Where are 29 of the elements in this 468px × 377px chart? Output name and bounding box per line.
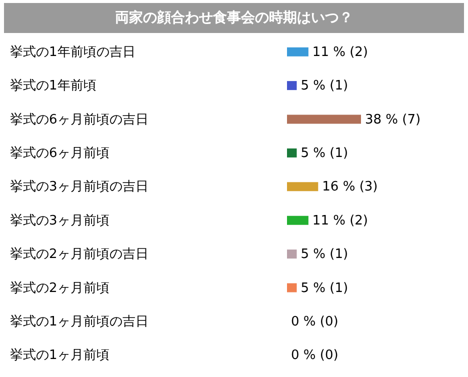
bar	[287, 81, 297, 90]
data-label: 38 % (7)	[365, 112, 421, 128]
data-label: 16 % (3)	[322, 180, 378, 195]
bar	[287, 250, 297, 259]
y-tick-label: 挙式の2ヶ月前頃の吉日	[10, 247, 148, 262]
bar	[287, 114, 361, 124]
data-label: 11 % (2)	[312, 213, 368, 228]
bar	[287, 182, 318, 192]
y-tick-label: 挙式の1年前頃	[10, 78, 96, 94]
y-tick-label: 挙式の1年前頃の吉日	[10, 44, 136, 60]
data-label: 5 % (1)	[300, 247, 348, 262]
y-tick-label: 挙式の2ヶ月前頃	[10, 280, 110, 296]
y-tick-label: 挙式の6ヶ月前頃の吉日	[10, 112, 148, 128]
data-label: 5 % (1)	[300, 280, 348, 296]
y-tick-label: 挙式の3ヶ月前頃	[10, 213, 110, 228]
bar	[287, 47, 308, 56]
bar	[287, 148, 297, 158]
data-label: 5 % (1)	[300, 78, 348, 94]
y-tick-label: 挙式の3ヶ月前頃の吉日	[10, 180, 148, 195]
data-label: 11 % (2)	[312, 44, 368, 60]
y-tick-label: 挙式の1ヶ月前頃	[10, 348, 110, 364]
data-label: 0 % (0)	[291, 348, 338, 364]
bar	[287, 283, 297, 292]
y-tick-label: 挙式の6ヶ月前頃	[10, 146, 110, 161]
chart-title: 両家の顔合わせ食事会の時期はいつ？	[115, 9, 353, 26]
data-label: 5 % (1)	[300, 146, 348, 161]
bar	[287, 216, 308, 225]
y-tick-label: 挙式の1ヶ月前頃の吉日	[10, 314, 148, 330]
data-label: 0 % (0)	[291, 314, 338, 330]
